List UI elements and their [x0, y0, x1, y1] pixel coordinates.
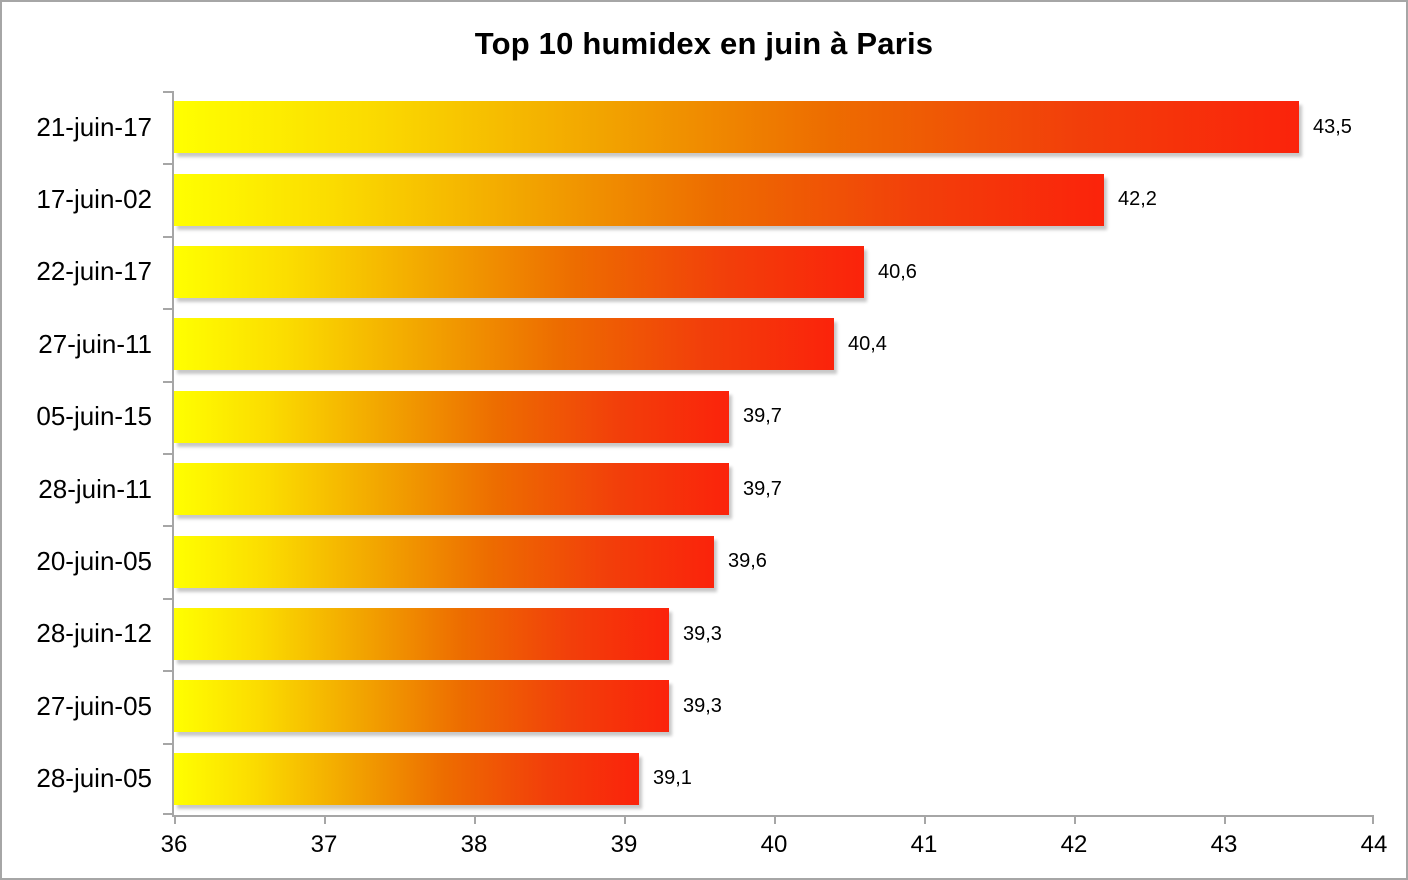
x-axis-tick	[924, 815, 926, 824]
y-axis-label: 20-juin-05	[36, 546, 152, 577]
x-axis-tick-label: 41	[910, 831, 938, 858]
x-axis-tick-label: 40	[760, 831, 788, 858]
bar-value-label: 39,6	[728, 550, 767, 573]
bar	[174, 463, 729, 516]
bar	[174, 535, 714, 588]
bar	[174, 101, 1299, 154]
x-axis-tick-label: 36	[160, 831, 188, 858]
bar	[174, 680, 669, 733]
y-axis-label: 21-juin-17	[36, 111, 152, 142]
y-axis-tick	[163, 813, 172, 815]
x-axis-tick-label: 37	[310, 831, 338, 858]
bar-value-label: 40,6	[878, 260, 917, 283]
bar-value-label: 39,1	[653, 767, 692, 790]
bar-value-label: 39,7	[743, 405, 782, 428]
x-axis-tick-label: 38	[460, 831, 488, 858]
y-axis-tick	[163, 743, 172, 745]
bar-value-label: 39,3	[683, 694, 722, 717]
x-axis-tick	[624, 815, 626, 824]
y-axis-tick	[163, 453, 172, 455]
plot-area: 21-juin-17 43,5 17-juin-02 42,2 22-juin-17 40…	[36, 91, 1387, 858]
y-axis-label: 28-juin-12	[36, 618, 152, 649]
x-axis-tick	[474, 815, 476, 824]
bar	[174, 752, 639, 805]
y-axis-tick	[163, 598, 172, 600]
y-axis-label: 17-juin-02	[36, 184, 152, 215]
bar-value-label: 40,4	[848, 332, 887, 355]
bar-value-label: 43,5	[1313, 115, 1352, 138]
x-axis-tick-label: 39	[610, 831, 638, 858]
x-axis-tick-label: 43	[1210, 831, 1238, 858]
y-axis-label: 05-juin-15	[36, 401, 152, 432]
y-axis-tick	[163, 91, 172, 93]
x-axis-tick	[1372, 815, 1374, 824]
y-axis-label: 27-juin-11	[38, 328, 152, 359]
bar	[174, 246, 864, 298]
bar-value-label: 42,2	[1118, 188, 1157, 211]
y-axis-label: 28-juin-11	[38, 473, 152, 504]
x-axis-tick	[1224, 815, 1226, 824]
y-axis-label: 28-juin-05	[36, 763, 152, 794]
y-axis-tick	[163, 525, 172, 527]
x-axis-tick	[1074, 815, 1076, 824]
x-axis-tick-label: 42	[1060, 831, 1088, 858]
bar-value-label: 39,7	[743, 477, 782, 500]
y-axis-tick	[163, 308, 172, 310]
y-axis-tick	[163, 163, 172, 165]
y-axis-tick	[163, 381, 172, 383]
x-axis-tick	[324, 815, 326, 824]
x-axis-tick	[774, 815, 776, 824]
y-axis-line	[172, 91, 174, 815]
bar	[174, 173, 1104, 226]
y-axis-label: 22-juin-17	[36, 256, 152, 287]
x-axis-line	[172, 815, 1374, 817]
bar	[174, 318, 834, 371]
x-axis-tick-label: 44	[1360, 831, 1388, 858]
x-axis-tick	[174, 815, 176, 824]
bar	[174, 608, 669, 660]
chart-title: Top 10 humidex en juin à Paris	[474, 26, 934, 61]
y-axis-label: 27-juin-05	[36, 690, 152, 721]
y-axis-tick	[163, 236, 172, 238]
bar	[174, 390, 729, 443]
bar-value-label: 39,3	[683, 622, 722, 645]
y-axis-tick	[163, 670, 172, 672]
